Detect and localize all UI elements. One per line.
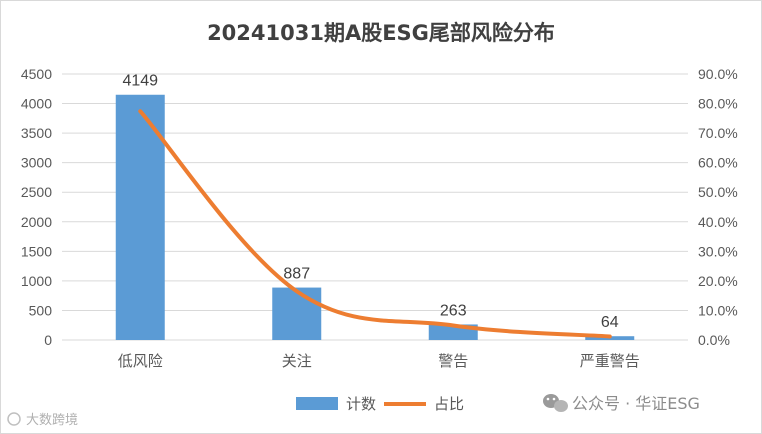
right-tick-label: 60.0% bbox=[698, 155, 738, 171]
legend-line-label: 占比 bbox=[434, 395, 464, 413]
category-label: 低风险 bbox=[118, 352, 163, 370]
legend-bar-swatch bbox=[296, 397, 338, 410]
right-tick-label: 20.0% bbox=[698, 273, 738, 289]
left-tick-label: 3000 bbox=[21, 155, 52, 171]
bar-data-label: 64 bbox=[601, 314, 619, 331]
left-tick-label: 1500 bbox=[21, 243, 52, 259]
left-tick-label: 500 bbox=[29, 302, 53, 318]
left-axis-ticks: 0 500 1000 1500 2000 2500 3000 3500 4000 4500 bbox=[21, 66, 52, 348]
chart-title: 20241031期A股ESG尾部风险分布 bbox=[207, 21, 555, 45]
watermark-left: 大数跨境 bbox=[7, 412, 78, 428]
category-label: 关注 bbox=[282, 352, 312, 370]
bar-data-label: 263 bbox=[440, 302, 467, 319]
watermark-right: 公众号 · 华证ESG bbox=[543, 394, 700, 413]
right-tick-label: 40.0% bbox=[698, 214, 738, 230]
category-label: 严重警告 bbox=[580, 352, 640, 370]
category-labels: 低风险 关注 警告 严重警告 bbox=[118, 352, 640, 370]
left-tick-label: 2500 bbox=[21, 184, 52, 200]
bar-0 bbox=[115, 94, 165, 340]
right-tick-label: 10.0% bbox=[698, 302, 738, 318]
line-series bbox=[138, 109, 612, 339]
right-tick-label: 70.0% bbox=[698, 125, 738, 141]
left-tick-label: 2000 bbox=[21, 214, 52, 230]
right-axis-ticks: 0.0% 10.0% 20.0% 30.0% 40.0% 50.0% 60.0% 70.0% 8… bbox=[698, 66, 738, 348]
bar-1 bbox=[272, 287, 322, 340]
right-tick-label: 90.0% bbox=[698, 66, 738, 82]
legend-bar-label: 计数 bbox=[346, 395, 376, 413]
left-tick-label: 4500 bbox=[21, 66, 52, 82]
watermark-logo-icon bbox=[7, 412, 21, 426]
right-tick-label: 30.0% bbox=[698, 243, 738, 259]
bar-data-label: 4149 bbox=[122, 73, 158, 90]
right-tick-label: 50.0% bbox=[698, 184, 738, 200]
legend: 计数 占比 bbox=[296, 395, 464, 413]
wechat-icon bbox=[543, 394, 568, 412]
grid-lines bbox=[62, 73, 688, 341]
bar-data-label: 887 bbox=[283, 266, 310, 283]
watermark-right-text: 公众号 · 华证ESG bbox=[572, 394, 700, 413]
left-tick-label: 1000 bbox=[21, 273, 52, 289]
right-tick-label: 0.0% bbox=[698, 332, 730, 348]
watermark-left-text: 大数跨境 bbox=[26, 413, 78, 428]
category-label: 警告 bbox=[438, 352, 468, 370]
share-line bbox=[138, 109, 612, 339]
bar-series: 4149 887 263 64 bbox=[115, 73, 635, 340]
left-tick-label: 0 bbox=[44, 332, 52, 348]
left-tick-label: 3500 bbox=[21, 125, 52, 141]
left-tick-label: 4000 bbox=[21, 96, 52, 112]
right-tick-label: 80.0% bbox=[698, 96, 738, 112]
